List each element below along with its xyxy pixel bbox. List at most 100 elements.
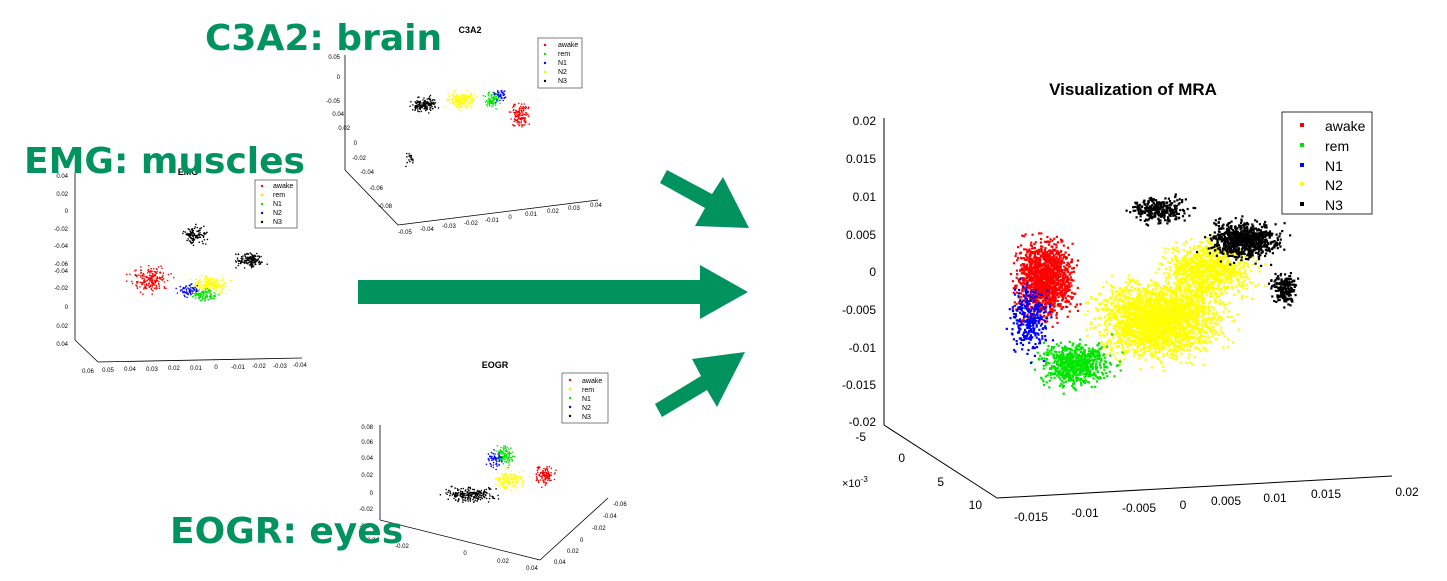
scatter-point: [193, 233, 196, 235]
scatter-point: [213, 297, 215, 300]
scatter-point: [1188, 304, 1192, 307]
scatter-point: [159, 272, 161, 274]
legend-marker-n2: [568, 405, 572, 409]
scatter-point: [188, 291, 191, 294]
scatter-point: [1143, 303, 1146, 306]
scatter-point: [505, 474, 508, 476]
scatter-point: [219, 283, 221, 286]
c3a2-x-axis: [397, 199, 599, 226]
scatter-point: [504, 96, 507, 98]
scatter-point: [1180, 316, 1183, 319]
scatter-point: [196, 289, 198, 291]
scatter-point: [457, 97, 459, 100]
scatter-point: [474, 491, 477, 494]
scatter-point: [495, 101, 498, 103]
emg-x-tick: 0.04: [124, 367, 136, 373]
emg-x-tick: -0.02: [252, 364, 266, 370]
scatter-point: [546, 468, 548, 471]
scatter-point: [474, 496, 477, 499]
scatter-point: [428, 96, 431, 98]
scatter-point: [1178, 290, 1182, 293]
scatter-point: [1220, 326, 1223, 329]
scatter-point: [485, 488, 488, 491]
scatter-point: [1158, 298, 1161, 301]
scatter-point: [515, 110, 518, 113]
scatter-point: [483, 489, 486, 491]
scatter-point: [486, 103, 488, 106]
scatter-point: [429, 108, 431, 110]
scatter-point: [190, 278, 192, 281]
scatter-point: [409, 105, 411, 108]
scatter-point: [1155, 342, 1158, 345]
scatter-point: [1194, 318, 1197, 322]
scatter-point: [211, 282, 213, 284]
scatter-point: [1143, 350, 1146, 353]
scatter-point: [1199, 249, 1202, 252]
scatter-point: [1166, 339, 1169, 342]
scatter-point: [1218, 299, 1221, 302]
scatter-point: [146, 284, 148, 286]
scatter-point: [1147, 285, 1150, 288]
scatter-point: [1171, 299, 1174, 302]
mra-y-tick: -5: [855, 430, 866, 444]
scatter-point: [170, 272, 172, 275]
scatter-point: [1175, 306, 1178, 309]
scatter-point: [1176, 333, 1180, 336]
scatter-point: [470, 92, 473, 94]
scatter-point: [1179, 314, 1182, 317]
scatter-point: [478, 490, 480, 493]
scatter-point: [1147, 283, 1150, 286]
scatter-point: [1169, 291, 1172, 294]
scatter-point: [199, 295, 201, 298]
scatter-point: [205, 283, 208, 286]
scatter-point: [188, 284, 190, 287]
scatter-point: [431, 105, 433, 108]
scatter-point: [235, 267, 237, 269]
eogr-plot: EOGR 0.08 0.06 0.04 0.02 0 -0.02 -0.04 -…: [359, 360, 627, 572]
scatter-point: [1155, 304, 1158, 307]
scatter-point: [1119, 298, 1122, 301]
scatter-point: [508, 461, 510, 464]
scatter-point: [1159, 322, 1162, 325]
scatter-point: [187, 287, 189, 289]
scatter-point: [1169, 295, 1172, 298]
scatter-point: [503, 482, 505, 484]
scatter-point: [1175, 354, 1178, 357]
scatter-point: [513, 473, 516, 475]
scatter-point: [1161, 287, 1164, 290]
scatter-point: [1212, 325, 1215, 329]
scatter-point: [208, 279, 210, 282]
scatter-point: [493, 100, 495, 102]
scatter-point: [467, 488, 469, 491]
scatter-point: [192, 241, 194, 243]
scatter-point: [1180, 352, 1183, 355]
scatter-point: [206, 231, 208, 234]
scatter-point: [483, 496, 486, 498]
scatter-point: [501, 453, 504, 455]
scatter-point: [498, 455, 501, 457]
scatter-point: [498, 452, 501, 454]
scatter-point: [467, 494, 469, 496]
scatter-point: [243, 267, 246, 269]
scatter-point: [473, 495, 476, 498]
scatter-point: [1226, 346, 1229, 349]
scatter-point: [497, 498, 500, 500]
scatter-point: [1201, 296, 1204, 299]
scatter-point: [1238, 267, 1241, 270]
legend-marker-rem: [260, 193, 264, 197]
scatter-point: [153, 275, 156, 277]
scatter-point: [158, 280, 160, 283]
scatter-point: [513, 120, 515, 123]
scatter-point: [408, 155, 411, 157]
scatter-point: [457, 98, 460, 101]
scatter-point: [447, 93, 450, 95]
scatter-point: [1126, 329, 1129, 332]
scatter-point: [514, 486, 516, 488]
scatter-point: [453, 90, 455, 92]
scatter-point: [205, 275, 208, 278]
eogr-legend: awake rem N1 N2 N3: [561, 372, 609, 424]
scatter-point: [514, 483, 517, 486]
scatter-point: [1155, 298, 1158, 301]
scatter-point: [518, 124, 521, 127]
scatter-point: [1171, 308, 1174, 311]
